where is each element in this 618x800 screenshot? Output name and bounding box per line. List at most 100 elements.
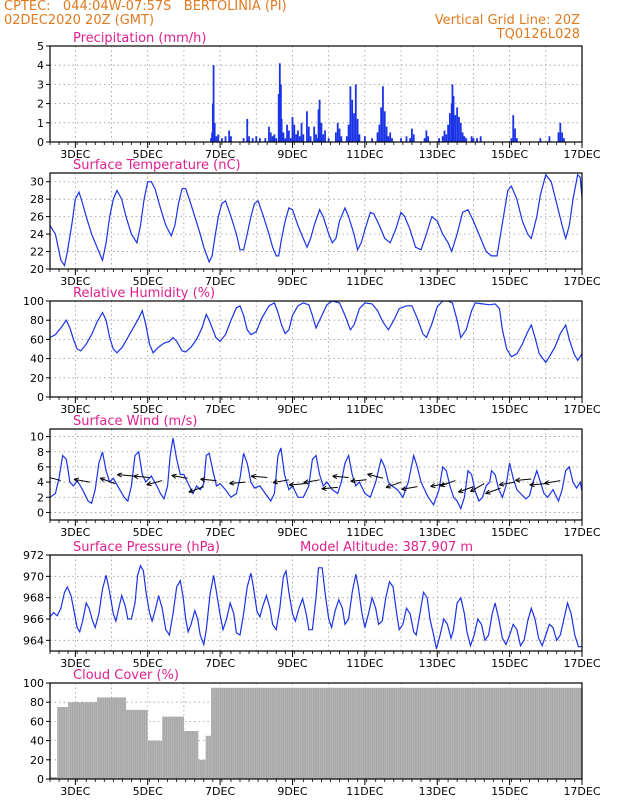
x-tick-label: 11DEC — [346, 657, 383, 670]
y-tick-label: 964 — [23, 634, 44, 647]
precip-bar — [340, 136, 343, 142]
wind-arrow-head — [146, 484, 152, 487]
x-tick-label: 15DEC — [491, 275, 528, 288]
precip-bar — [298, 136, 301, 142]
precip-bar — [230, 136, 232, 142]
wind-arrow — [430, 483, 447, 487]
wind-arrow — [200, 478, 217, 482]
wind-arrow-head — [171, 475, 177, 479]
wind-arrow-head — [45, 476, 49, 479]
precip-bar — [548, 136, 551, 142]
x-tick-label: 17DEC — [563, 785, 600, 798]
x-tick-label: 3DEC — [60, 403, 90, 416]
precip-bar — [557, 132, 560, 142]
wind-arrow-head — [367, 473, 372, 478]
panel-title: Surface Temperature (nC) — [73, 158, 241, 173]
wind-arrow-head — [430, 485, 436, 489]
x-tick-label: 13DEC — [419, 148, 456, 161]
wind-arrow-head — [321, 488, 327, 491]
run-datetime: 02DEC2020 20Z (GMT) — [4, 13, 155, 28]
precip-bar — [459, 122, 462, 142]
precip-bar — [354, 84, 357, 142]
y-tick-label: 10 — [30, 431, 44, 444]
y-tick-label: 30 — [30, 176, 44, 189]
y-tick-label: 968 — [23, 592, 44, 605]
x-tick-label: 9DEC — [277, 526, 307, 539]
x-tick-label: 17DEC — [563, 657, 600, 670]
wind-arrow-head — [303, 479, 309, 483]
precip-bar — [255, 136, 258, 142]
y-tick-label: 40 — [30, 353, 44, 366]
wind-arrow — [171, 475, 188, 479]
precip-bar — [465, 138, 468, 142]
precip-bar — [295, 134, 297, 142]
wind-arrow-head — [515, 477, 520, 481]
precip-bar — [400, 138, 402, 142]
precip-bar — [313, 126, 316, 142]
wind-arrow-head — [401, 486, 406, 490]
wind-arrow-head — [200, 478, 206, 483]
x-tick-label: 5DEC — [133, 785, 163, 798]
wind-arrow-head — [367, 472, 373, 475]
precip-bar — [515, 138, 518, 142]
precip-bar — [425, 130, 428, 142]
precip-bar — [315, 134, 317, 142]
precip-bar — [221, 138, 223, 142]
wind-arrow — [515, 478, 532, 481]
x-tick-label: 15DEC — [491, 785, 528, 798]
precip-bar — [289, 138, 292, 142]
x-tick-label: 5DEC — [133, 657, 163, 670]
y-tick-label: 20 — [30, 372, 44, 385]
precip-bar — [423, 138, 426, 142]
x-tick-label: 17DEC — [563, 403, 600, 416]
wind-arrow-head — [250, 475, 256, 480]
panel-precip: Precipitation (mm/h) 0 1 2 3 4 5 3DEC 5DEC 7DEC 9D… — [37, 31, 601, 161]
x-tick-label: 9DEC — [277, 403, 307, 416]
precip-bar — [287, 130, 290, 142]
wind-arrow-head — [350, 478, 356, 482]
precip-bar — [327, 138, 330, 142]
y-tick-label: 2 — [37, 491, 44, 504]
cloud-bar — [205, 735, 212, 779]
plot-area — [50, 555, 582, 651]
precip-bar — [356, 118, 359, 142]
precip-bar — [387, 136, 390, 142]
panel-wind: Surface Wind (m/s) 0 2 4 6 8 10 3DEC 5DEC 7DEC 9DE… — [30, 414, 601, 539]
wind-arrow — [350, 479, 367, 482]
y-tick-label: 5 — [37, 40, 44, 53]
x-tick-label: 3DEC — [60, 657, 90, 670]
x-tick-label: 11DEC — [346, 403, 383, 416]
precip-bar — [353, 113, 355, 142]
y-tick-label: 60 — [30, 333, 44, 346]
precip-bar — [284, 138, 287, 142]
panel-title: Precipitation (mm/h) — [73, 31, 206, 46]
y-tick-label: 0 — [37, 773, 44, 786]
x-tick-label: 5DEC — [133, 526, 163, 539]
series-line — [50, 564, 582, 650]
y-tick-label: 20 — [30, 754, 44, 767]
wind-arrow-head — [133, 473, 139, 477]
panel-temp: Surface Temperature (nC) 20 22 24 26 28 30 3DEC… — [30, 158, 601, 288]
wind-arrow — [529, 483, 546, 486]
panel-title: Surface Wind (m/s) — [73, 414, 197, 429]
y-tick-label: 972 — [23, 549, 44, 562]
precip-bar — [411, 128, 413, 142]
precip-bar — [242, 138, 245, 142]
precip-bar — [378, 124, 381, 142]
precip-bar — [371, 138, 373, 142]
precip-bar — [271, 136, 274, 142]
x-tick-label: 3DEC — [60, 275, 90, 288]
wind-arrow — [50, 477, 61, 482]
x-tick-label: 5DEC — [133, 148, 163, 161]
y-tick-label: 8 — [37, 446, 44, 459]
precip-bar — [454, 115, 457, 142]
y-tick-label: 20 — [30, 263, 44, 276]
wind-arrow-head — [350, 480, 356, 484]
x-tick-label: 15DEC — [491, 526, 528, 539]
precip-bar — [351, 99, 354, 142]
precip-bar — [443, 130, 446, 142]
station-info: CPTEC: 044:04W-07:57S BERTOLINIA (PI) — [4, 0, 287, 14]
precip-bar — [349, 86, 352, 142]
series-line — [50, 173, 582, 267]
